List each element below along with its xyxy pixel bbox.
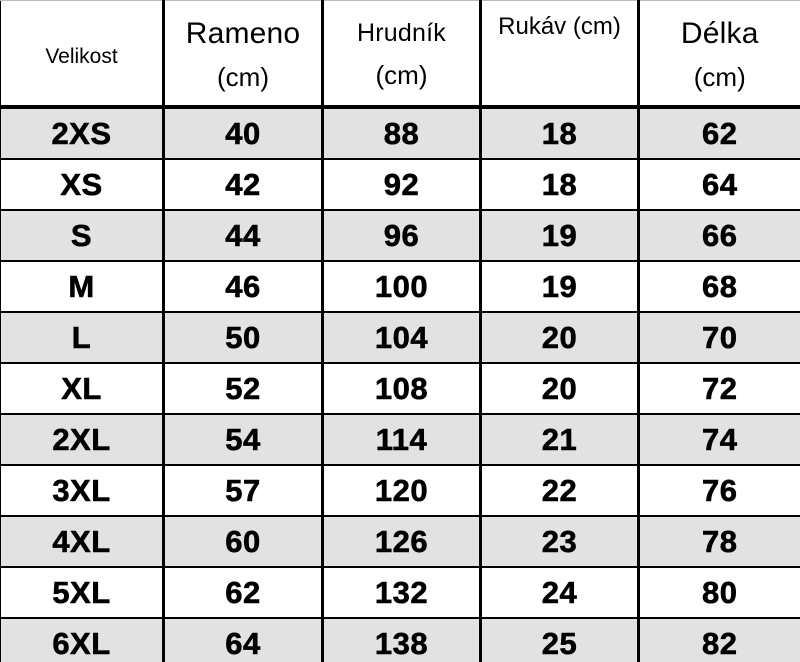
size-label: 2XL — [0, 413, 165, 466]
length-value: 80 — [637, 566, 800, 619]
sleeve-value: 25 — [479, 617, 640, 662]
chest-value: 114 — [321, 413, 482, 466]
size-label: 3XL — [0, 464, 165, 517]
shoulder-value: 50 — [162, 311, 324, 364]
header-velikost-label: Velikost — [45, 45, 118, 68]
header-rukav-label: Rukáv (cm) — [498, 13, 621, 40]
size-label: XS — [0, 158, 165, 211]
table-row: 3XL 57 120 22 76 — [0, 464, 800, 517]
shoulder-value: 54 — [162, 413, 324, 466]
chest-value: 92 — [321, 158, 482, 211]
header-delka-stack: Délka (cm) — [642, 15, 799, 92]
sleeve-value: 22 — [479, 464, 640, 517]
chest-value: 120 — [321, 464, 482, 517]
length-value: 68 — [637, 260, 800, 313]
chest-value: 88 — [321, 106, 482, 160]
size-table-body: 2XS 40 88 18 62 XS 42 92 18 64 S 44 96 1… — [0, 106, 800, 662]
sleeve-value: 20 — [479, 362, 640, 415]
sleeve-value: 18 — [479, 106, 640, 160]
shoulder-value: 57 — [162, 464, 324, 517]
sleeve-value: 21 — [479, 413, 640, 466]
table-row: XL 52 108 20 72 — [0, 362, 800, 415]
size-label: S — [0, 209, 165, 262]
length-value: 62 — [637, 106, 800, 160]
header-row: Velikost Rameno (cm) Hrudník (cm) Rukáv … — [0, 0, 800, 109]
chest-value: 108 — [321, 362, 482, 415]
header-rameno: Rameno (cm) — [162, 0, 324, 109]
sleeve-value: 19 — [479, 260, 640, 313]
chest-value: 104 — [321, 311, 482, 364]
shoulder-value: 52 — [162, 362, 324, 415]
shoulder-value: 42 — [162, 158, 324, 211]
header-hrudnik-unit: (cm) — [375, 59, 428, 90]
chest-value: 100 — [321, 260, 482, 313]
sleeve-value: 19 — [479, 209, 640, 262]
size-label: 6XL — [0, 617, 165, 662]
table-row: 4XL 60 126 23 78 — [0, 515, 800, 568]
chest-value: 96 — [321, 209, 482, 262]
header-hrudnik-label: Hrudník — [357, 18, 446, 47]
table-row: 2XL 54 114 21 74 — [0, 413, 800, 466]
sleeve-value: 23 — [479, 515, 640, 568]
length-value: 72 — [637, 362, 800, 415]
length-value: 82 — [637, 617, 800, 662]
length-value: 76 — [637, 464, 800, 517]
size-label: 4XL — [0, 515, 165, 568]
sleeve-value: 18 — [479, 158, 640, 211]
header-rameno-label: Rameno — [185, 16, 301, 50]
table-row: L 50 104 20 70 — [0, 311, 800, 364]
table-row: M 46 100 19 68 — [0, 260, 800, 313]
table-row: 6XL 64 138 25 82 — [0, 617, 800, 662]
chest-value: 126 — [321, 515, 482, 568]
table-row: XS 42 92 18 64 — [0, 158, 800, 211]
size-label: 5XL — [0, 566, 165, 619]
shoulder-value: 40 — [162, 106, 324, 160]
size-label: 2XS — [0, 106, 165, 160]
shoulder-value: 60 — [162, 515, 324, 568]
header-velikost: Velikost — [0, 0, 165, 109]
header-delka: Délka (cm) — [637, 0, 800, 109]
shoulder-value: 64 — [162, 617, 324, 662]
header-rukav: Rukáv (cm) — [479, 0, 640, 109]
length-value: 66 — [637, 209, 800, 262]
shoulder-value: 44 — [162, 209, 324, 262]
shoulder-value: 62 — [162, 566, 324, 619]
length-value: 70 — [637, 311, 800, 364]
header-rameno-stack: Rameno (cm) — [167, 15, 320, 92]
sleeve-value: 20 — [479, 311, 640, 364]
header-rameno-unit: (cm) — [217, 61, 269, 92]
header-delka-unit: (cm) — [693, 61, 746, 92]
header-hrudnik: Hrudník (cm) — [321, 0, 482, 109]
table-row: 5XL 62 132 24 80 — [0, 566, 800, 619]
chest-value: 132 — [321, 566, 482, 619]
size-label: M — [0, 260, 165, 313]
length-value: 64 — [637, 158, 800, 211]
length-value: 74 — [637, 413, 800, 466]
header-delka-label: Délka — [680, 16, 759, 50]
size-label: L — [0, 311, 165, 364]
chest-value: 138 — [321, 617, 482, 662]
length-value: 78 — [637, 515, 800, 568]
shoulder-value: 46 — [162, 260, 324, 313]
table-row: 2XS 40 88 18 62 — [0, 106, 800, 160]
table-row: S 44 96 19 66 — [0, 209, 800, 262]
header-hrudnik-stack: Hrudník (cm) — [326, 17, 478, 90]
table-header: Velikost Rameno (cm) Hrudník (cm) Rukáv … — [0, 0, 800, 109]
sleeve-value: 24 — [479, 566, 640, 619]
size-label: XL — [0, 362, 165, 415]
